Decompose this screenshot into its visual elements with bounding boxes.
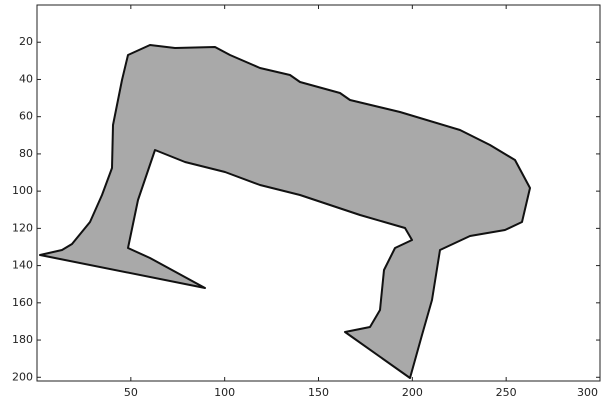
x-tick-label: 200 xyxy=(402,386,423,399)
y-tick-label: 140 xyxy=(12,259,33,272)
y-tick-label: 160 xyxy=(12,296,33,309)
y-tick-label: 40 xyxy=(19,72,33,85)
x-tick-label: 100 xyxy=(214,386,235,399)
y-tick-label: 180 xyxy=(12,333,33,346)
y-tick-label: 120 xyxy=(12,221,33,234)
x-tick-label: 250 xyxy=(496,386,517,399)
y-tick-label: 20 xyxy=(19,35,33,48)
y-tick-label: 80 xyxy=(19,147,33,160)
y-tick-label: 100 xyxy=(12,184,33,197)
x-tick-label: 50 xyxy=(124,386,138,399)
chart: 50 100 150 200 250 300 20 40 60 80 100 120 140 160 180… xyxy=(0,0,612,408)
page: 50 100 150 200 250 300 20 40 60 80 100 120 140 160 180… xyxy=(0,0,612,412)
y-tick-label: 60 xyxy=(19,110,33,123)
y-tick-label: 200 xyxy=(12,370,33,383)
x-tick-label: 300 xyxy=(577,386,598,399)
x-tick-label: 150 xyxy=(308,386,329,399)
